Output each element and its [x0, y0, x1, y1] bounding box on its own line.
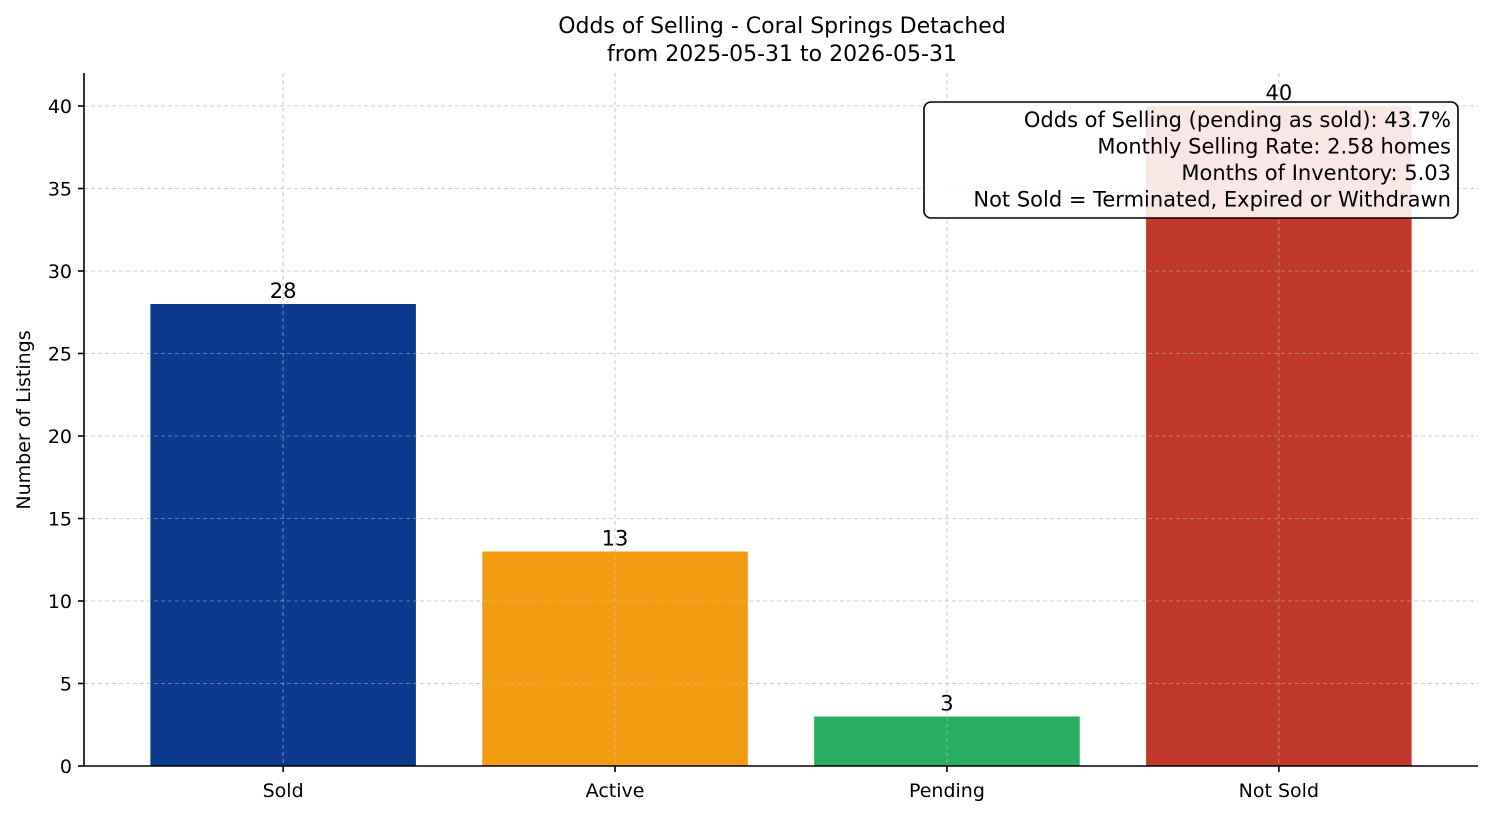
x-tick-label: Sold [263, 780, 304, 802]
annotation-box: Odds of Selling (pending as sold): 43.7%… [923, 101, 1459, 219]
y-tick-label: 0 [60, 756, 72, 778]
annotation-frame [923, 101, 1459, 219]
annotation-line: Months of Inventory: 5.03 [1181, 161, 1451, 185]
annotation-line: Monthly Selling Rate: 2.58 homes [1097, 135, 1451, 159]
x-tick-label: Active [586, 780, 645, 802]
y-tick-label: 30 [48, 261, 72, 283]
y-tick-label: 10 [48, 591, 72, 613]
y-tick-label: 35 [48, 179, 72, 201]
axes: 0 5 10 15 20 25 30 35 40 Sold Active Pending Not Sol… [48, 73, 1478, 802]
chart-title: Odds of Selling - Coral Springs Detached [558, 14, 1006, 39]
y-tick-label: 40 [48, 96, 72, 118]
x-tick-label: Not Sold [1239, 780, 1319, 802]
y-tick-label: 25 [48, 344, 72, 366]
chart-subtitle: from 2025-05-31 to 2026-05-31 [607, 42, 957, 67]
y-tick-label: 15 [48, 509, 72, 531]
x-tick-label: Pending [909, 780, 985, 802]
annotation-line: Odds of Selling (pending as sold): 43.7% [1024, 108, 1451, 132]
annotation-line: Not Sold = Terminated, Expired or Withdr… [973, 188, 1451, 212]
y-axis-label: Number of Listings [13, 330, 35, 509]
y-tick-label: 20 [48, 426, 72, 448]
y-tick-label: 5 [60, 674, 72, 696]
